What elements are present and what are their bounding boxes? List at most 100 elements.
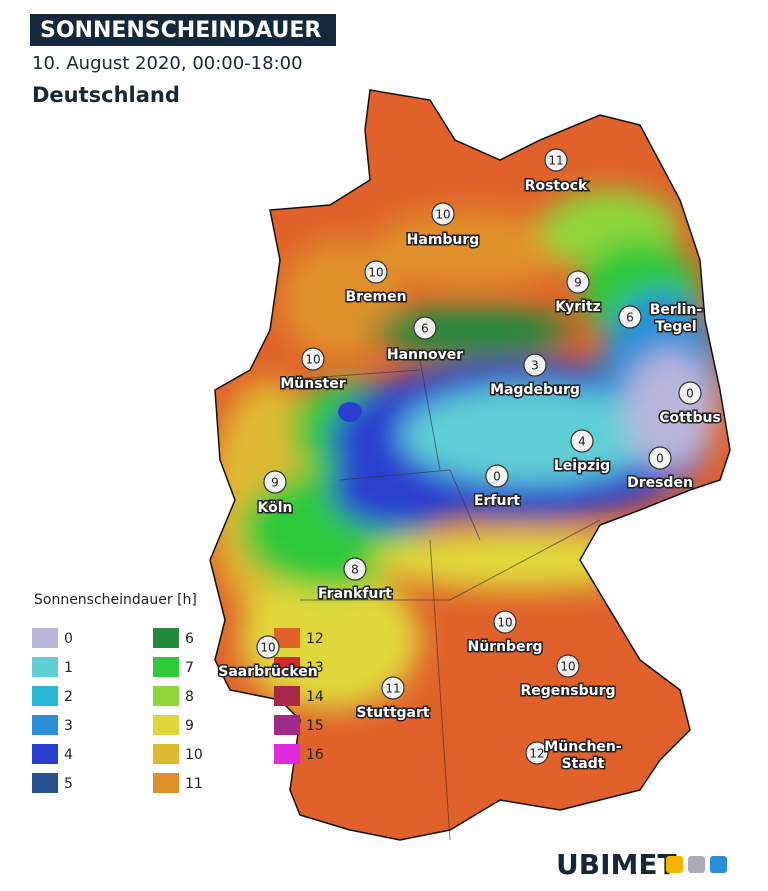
legend-swatch — [153, 657, 179, 677]
city-marker — [678, 381, 702, 405]
city-name: Köln — [258, 500, 293, 516]
city-marker — [493, 610, 517, 634]
city-marker — [525, 741, 549, 765]
city-value: 10 — [368, 266, 383, 280]
legend-label: 5 — [64, 776, 73, 792]
city-value: 4 — [578, 435, 586, 449]
legend-label: 12 — [306, 631, 324, 647]
subtitle: 10. August 2020, 00:00-18:00 — [32, 53, 303, 74]
legend-swatch — [32, 657, 58, 677]
logo-icon-drop — [710, 856, 727, 873]
city-name: Münster — [280, 376, 345, 392]
legend-title: Sonnenscheindauer [h] — [34, 592, 197, 608]
sunshine-map — [210, 90, 730, 840]
legend-swatch — [274, 715, 300, 735]
city-name: Berlin- — [650, 302, 703, 318]
city-value: 10 — [305, 353, 320, 367]
city-marker — [566, 270, 590, 294]
city-value: 8 — [351, 563, 359, 577]
city-value: 11 — [548, 154, 563, 168]
city-name: Leipzig — [554, 458, 610, 474]
state-borders — [279, 359, 601, 841]
city-name: Regensburg — [520, 683, 615, 699]
legend-swatch — [153, 686, 179, 706]
legend-label: 1 — [64, 660, 73, 676]
legend-label: 13 — [306, 660, 324, 676]
legend-swatch — [274, 686, 300, 706]
legend-label: 16 — [306, 747, 324, 763]
legend-swatch — [32, 628, 58, 648]
logo: UBIMET — [556, 848, 677, 881]
city-name: Stadt — [562, 756, 605, 772]
city-value: 10 — [560, 660, 575, 674]
city-name: Dresden — [627, 475, 693, 491]
legend-swatch — [153, 744, 179, 764]
legend-label: 15 — [306, 718, 324, 734]
city-value: 10 — [497, 616, 512, 630]
city-marker — [523, 353, 547, 377]
city-name: München- — [544, 739, 622, 755]
legend-swatch — [274, 744, 300, 764]
city-name: Cottbus — [659, 410, 721, 426]
city-value: 3 — [531, 359, 539, 373]
legend-swatch — [32, 773, 58, 793]
city-name: Stuttgart — [356, 705, 430, 721]
city-name: Rostock — [525, 178, 588, 194]
legend-label: 3 — [64, 718, 73, 734]
city-marker — [381, 676, 405, 700]
city-marker — [364, 260, 388, 284]
city-marker — [413, 316, 437, 340]
legend-swatch — [274, 657, 300, 677]
city-marker — [485, 464, 509, 488]
region: Deutschland — [32, 83, 180, 107]
city-value: 10 — [435, 208, 450, 222]
city-marker — [263, 470, 287, 494]
city-marker — [431, 202, 455, 226]
legend-swatch — [153, 628, 179, 648]
title-bg — [30, 14, 336, 46]
legend-label: 9 — [185, 718, 194, 734]
legend-swatch — [153, 715, 179, 735]
legend: Sonnenscheindauer [h] 012345678910111213… — [32, 592, 324, 793]
legend-label: 7 — [185, 660, 194, 676]
city-marker — [648, 446, 672, 470]
city-name: Bremen — [345, 289, 406, 305]
legend-swatch — [32, 744, 58, 764]
legend-label: 4 — [64, 747, 73, 763]
city-marker — [544, 148, 568, 172]
legend-label: 10 — [185, 747, 203, 763]
legend-swatch — [32, 715, 58, 735]
city-value: 9 — [574, 276, 582, 290]
legend-label: 14 — [306, 689, 324, 705]
border — [209, 89, 731, 841]
city-value: 0 — [686, 387, 694, 401]
legend-label: 8 — [185, 689, 194, 705]
city-name: Magdeburg — [490, 382, 580, 398]
city-name: Erfurt — [474, 493, 520, 509]
logo-icon-cloud — [688, 856, 705, 873]
city-name: Nürnberg — [468, 639, 543, 655]
city-name: Hannover — [387, 347, 463, 363]
city-value: 0 — [656, 452, 664, 466]
city-value: 6 — [626, 311, 634, 325]
city-name: Kyritz — [555, 299, 601, 315]
legend-label: 2 — [64, 689, 73, 705]
city-name: Tegel — [655, 319, 697, 335]
city-value: 12 — [529, 747, 544, 761]
city-name: Frankfurt — [318, 586, 392, 602]
city-value: 6 — [421, 322, 429, 336]
city-value: 9 — [271, 476, 279, 490]
city-value: 10 — [260, 641, 275, 655]
city-marker — [570, 429, 594, 453]
city-name: Hamburg — [407, 232, 480, 248]
city-value: 11 — [385, 682, 400, 696]
legend-swatch — [153, 773, 179, 793]
logo-icon-sun — [666, 856, 683, 873]
city-marker — [556, 654, 580, 678]
legend-label: 11 — [185, 776, 203, 792]
legend-swatch — [32, 686, 58, 706]
legend-label: 6 — [185, 631, 194, 647]
legend-swatch — [274, 628, 300, 648]
